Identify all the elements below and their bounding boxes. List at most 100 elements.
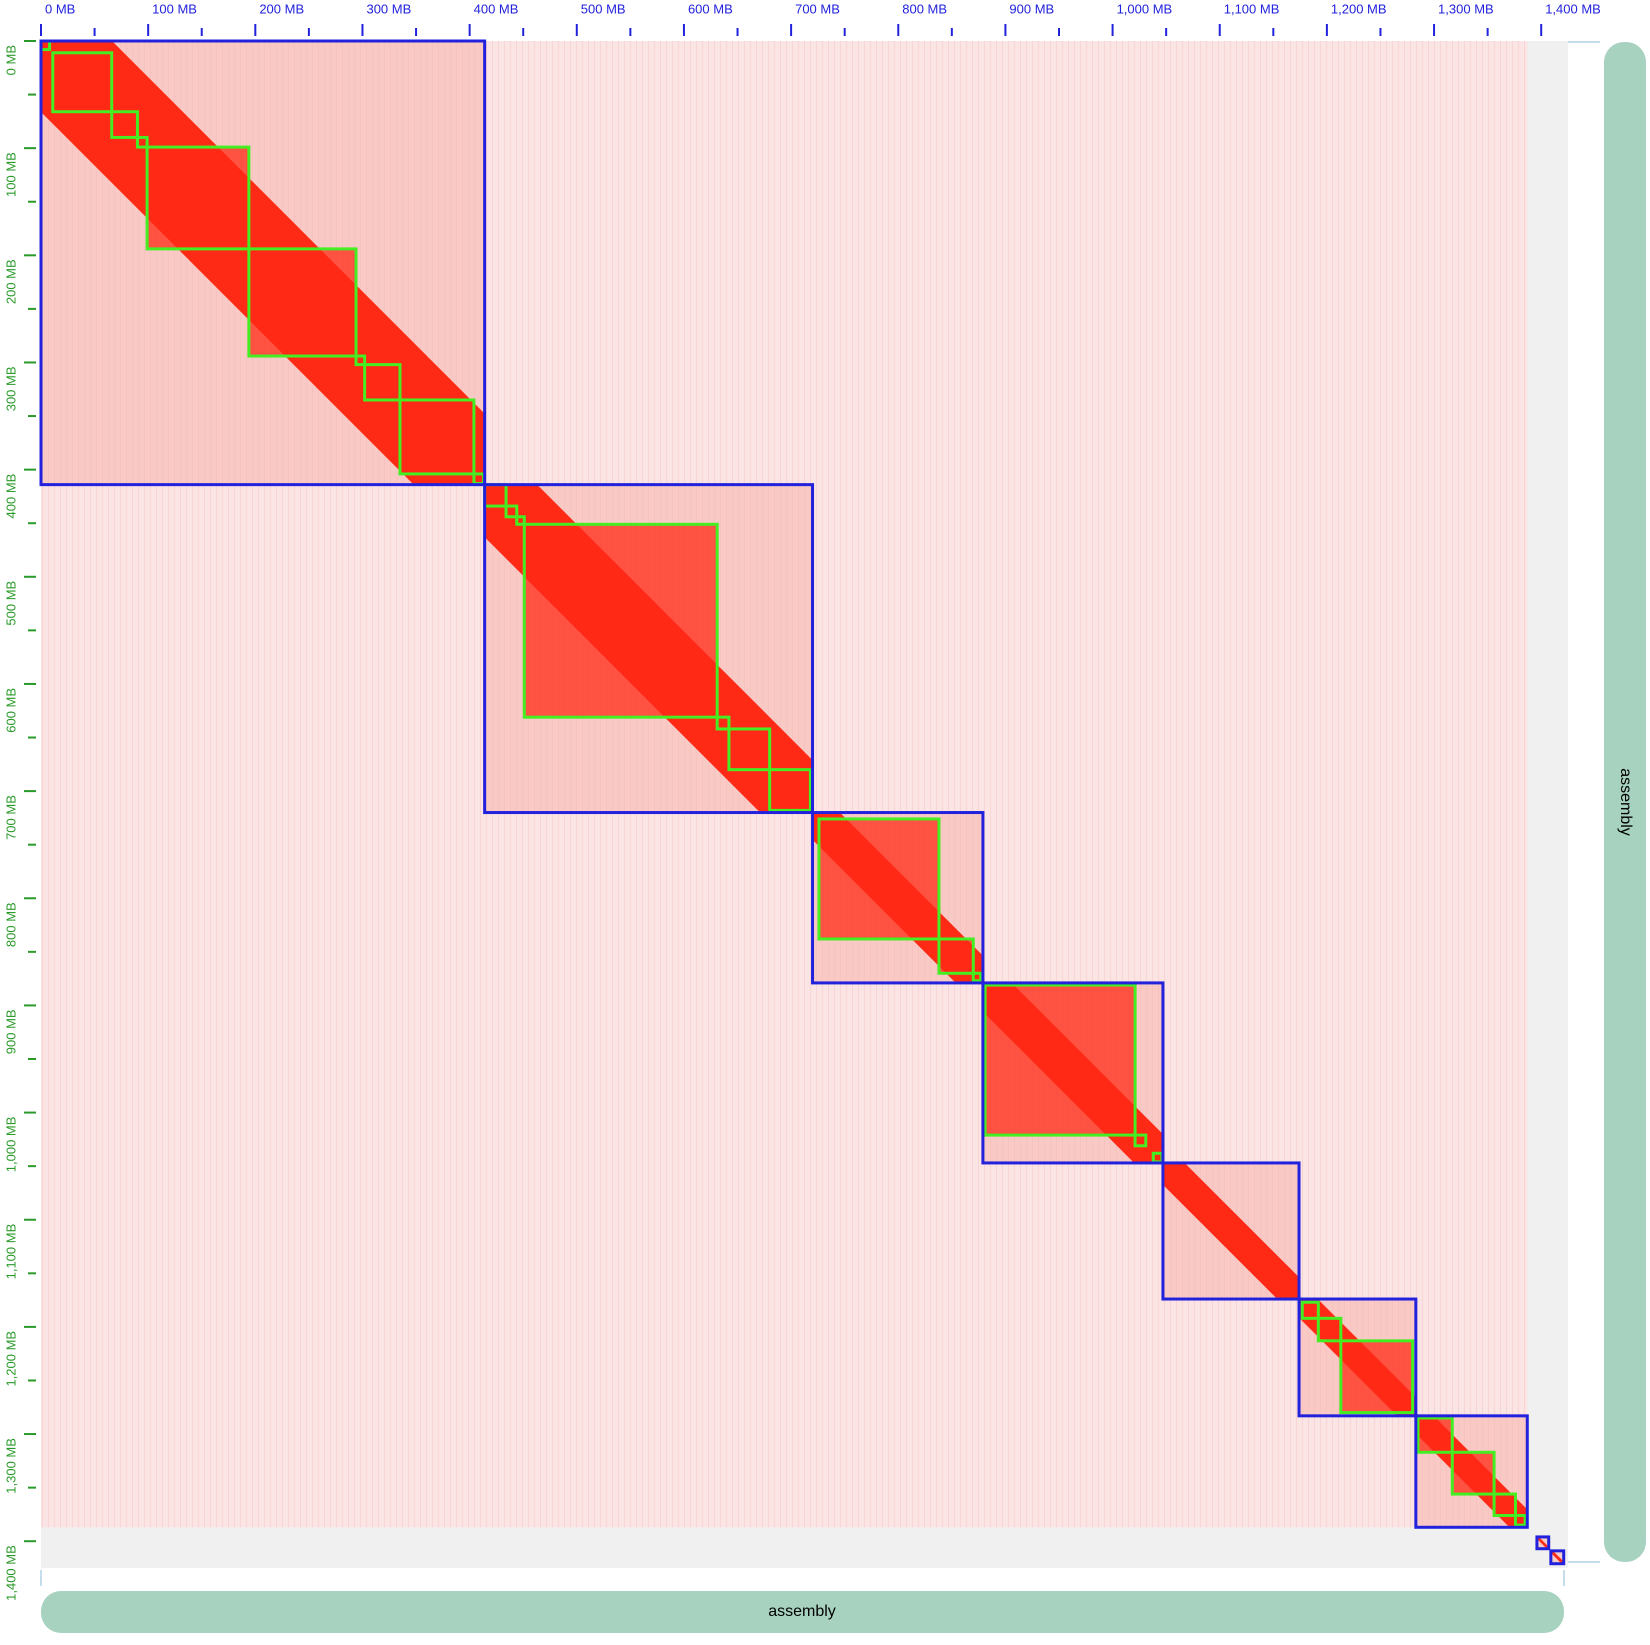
- contig-fill: [516, 516, 525, 525]
- contig-fill: [1494, 1494, 1516, 1516]
- contig-box: [768, 768, 812, 812]
- contig-fill: [473, 473, 484, 484]
- diagonal-signal: [1162, 1162, 1300, 1300]
- contig-fill: [1340, 1340, 1413, 1413]
- x-tick-label: 800 MB: [902, 1, 947, 16]
- contig-fill: [356, 356, 365, 365]
- contig-box: [1133, 1133, 1148, 1148]
- y-tick-label: 1,100 MB: [3, 1224, 18, 1280]
- contig-fill: [484, 484, 507, 507]
- scaffold-box: [811, 811, 985, 985]
- scaffold-box: [1535, 1535, 1551, 1551]
- contig-fill: [1417, 1417, 1453, 1453]
- contig-box: [135, 135, 149, 149]
- contig-fill: [769, 769, 811, 811]
- y-tick-label: 500 MB: [3, 581, 18, 626]
- contig-box: [983, 983, 1137, 1137]
- diagonal-signal: [1550, 1550, 1564, 1564]
- contig-fill: [985, 985, 1136, 1136]
- contig-box: [1300, 1300, 1320, 1320]
- contig-box: [971, 971, 983, 983]
- y-tick-label: 900 MB: [3, 1009, 18, 1054]
- x-tick-label: 300 MB: [366, 1, 411, 16]
- contig-fill: [1515, 1515, 1526, 1526]
- contig-box: [727, 727, 772, 772]
- y-tick-label: 100 MB: [3, 152, 18, 197]
- y-tick-label: 800 MB: [3, 902, 18, 947]
- contig-box: [1513, 1513, 1527, 1527]
- contig-fill: [137, 137, 148, 148]
- contig-fill: [52, 52, 112, 112]
- y-tick-label: 1,000 MB: [3, 1117, 18, 1173]
- scaffold-box: [483, 483, 815, 815]
- scaffold-box: [1549, 1549, 1566, 1566]
- x-axis-bar: [41, 1591, 1564, 1633]
- x-tick-label: 1,400 MB: [1545, 1, 1601, 16]
- y-tick-label: 0 MB: [3, 45, 18, 75]
- contig-box: [522, 522, 719, 719]
- contig-box: [817, 817, 941, 941]
- contig-fill: [524, 524, 718, 718]
- contig-box: [1416, 1416, 1454, 1454]
- scaffold-box: [1297, 1297, 1418, 1418]
- contig-box: [110, 110, 139, 139]
- contig-fill: [111, 111, 138, 138]
- scaffold-box: [39, 39, 487, 487]
- y-tick-label: 200 MB: [3, 259, 18, 304]
- x-tick-label: 1,200 MB: [1331, 1, 1387, 16]
- contig-fill: [364, 364, 400, 400]
- scaffold-box: [1414, 1414, 1529, 1529]
- contig-box: [247, 247, 358, 358]
- y-axis-bar: [1604, 42, 1646, 1562]
- y-tick-label: 1,200 MB: [3, 1331, 18, 1387]
- x-tick-label: 700 MB: [795, 1, 840, 16]
- contig-box: [715, 715, 731, 731]
- contig-box: [354, 354, 367, 367]
- contig-box: [515, 515, 526, 526]
- x-tick-label: 500 MB: [581, 1, 626, 16]
- x-tick-label: 1,100 MB: [1224, 1, 1280, 16]
- x-tick-label: 100 MB: [152, 1, 197, 16]
- y-tick-label: 400 MB: [3, 474, 18, 519]
- contig-fill: [1153, 1153, 1162, 1162]
- contig-fill: [248, 248, 357, 357]
- scaffold-box: [1161, 1161, 1301, 1301]
- contig-box: [363, 363, 402, 402]
- contig-fill: [1135, 1135, 1146, 1146]
- contig-fill: [1318, 1318, 1341, 1341]
- y-tick-label: 300 MB: [3, 366, 18, 411]
- y-bracket: [1568, 41, 1600, 1563]
- contig-box: [1316, 1316, 1343, 1343]
- contig-fill: [818, 818, 939, 939]
- y-tick-label: 1,300 MB: [3, 1438, 18, 1494]
- contig-box: [1339, 1339, 1415, 1415]
- contig-box: [145, 145, 251, 251]
- contig-fill: [1452, 1452, 1495, 1495]
- contig-fill: [41, 41, 50, 50]
- y-tick-label: 600 MB: [3, 688, 18, 733]
- x-tick-label: 200 MB: [259, 1, 304, 16]
- contig-box: [398, 398, 476, 476]
- contig-box: [1492, 1492, 1517, 1517]
- x-tick-label: 1,000 MB: [1117, 1, 1173, 16]
- x-tick-label: 1,300 MB: [1438, 1, 1494, 16]
- contig-fill: [728, 728, 770, 770]
- contig-fill: [717, 717, 729, 729]
- x-tick-label: 600 MB: [688, 1, 733, 16]
- x-tick-label: 0 MB: [45, 1, 75, 16]
- x-tick-label: 400 MB: [474, 1, 519, 16]
- contig-box: [504, 504, 519, 519]
- contig-fill: [973, 973, 981, 981]
- contig-fill: [147, 147, 249, 249]
- y-tick-label: 700 MB: [3, 795, 18, 840]
- scaffold-box: [981, 981, 1165, 1165]
- y-tick-label: 1,400 MB: [3, 1545, 18, 1601]
- x-axis-title: assembly: [768, 1603, 836, 1620]
- contig-fill: [399, 399, 474, 474]
- contig-box: [51, 51, 114, 114]
- contig-fill: [1302, 1302, 1319, 1319]
- y-axis-title: assembly: [1617, 768, 1634, 836]
- diagonal-signal: [1536, 1536, 1549, 1549]
- x-tick-label: 900 MB: [1009, 1, 1054, 16]
